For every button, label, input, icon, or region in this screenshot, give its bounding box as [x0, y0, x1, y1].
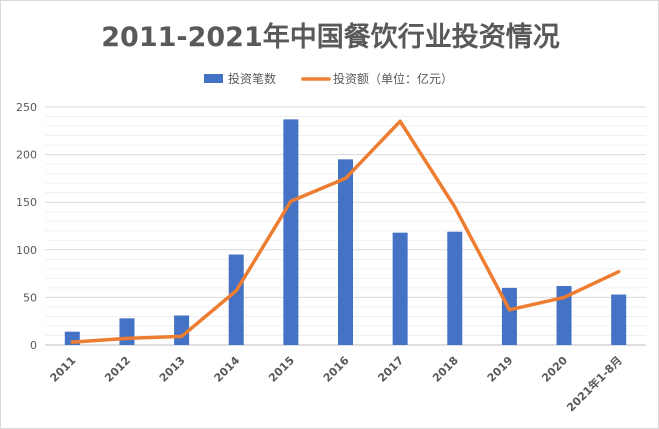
bar [392, 232, 408, 345]
x-tick-label: 2012 [102, 354, 133, 385]
x-tick-label: 2021年1-8月 [564, 353, 625, 414]
y-tick-label: 200 [16, 149, 37, 162]
x-tick-label: 2015 [266, 354, 297, 385]
x-tick-label: 2013 [157, 354, 188, 385]
bar [556, 285, 572, 345]
x-tick-label: 2016 [321, 354, 352, 385]
bar [119, 318, 135, 345]
y-tick-label: 50 [23, 291, 37, 304]
y-tick-label: 100 [16, 244, 37, 257]
x-tick-label: 2011 [48, 354, 79, 385]
legend-bar-swatch [204, 74, 223, 83]
line-series [70, 119, 621, 344]
bar [283, 119, 299, 345]
x-tick-label: 2020 [539, 354, 570, 385]
x-tick-label: 2019 [485, 354, 516, 385]
bar [338, 159, 353, 345]
axes: 0 50 100 150 200 250 2011 2012 2013 2014 2015 2016 2… [16, 101, 646, 414]
x-tick-label: 2018 [430, 354, 461, 385]
x-tick-label: 2014 [212, 354, 243, 385]
y-tick-label: 250 [16, 101, 37, 114]
bar [447, 231, 463, 345]
legend-label: 投资额（单位：亿元） [333, 71, 453, 86]
x-tick-label: 2017 [375, 354, 406, 385]
y-tick-label: 0 [30, 339, 37, 352]
legend-label: 投资笔数 [228, 71, 276, 86]
series-line [70, 119, 621, 344]
bar [228, 254, 244, 345]
chart-title: 2011-2021年中国餐饮行业投资情况 [101, 22, 560, 53]
bar [611, 294, 627, 345]
y-tick-label: 150 [16, 196, 37, 209]
legend: 投资笔数 投资额（单位：亿元） [204, 71, 453, 86]
bar-series [64, 119, 627, 345]
